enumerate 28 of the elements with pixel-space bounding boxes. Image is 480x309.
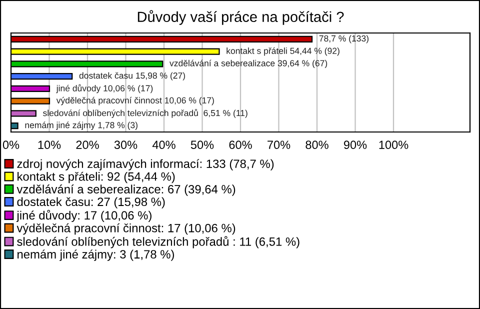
legend-label: nemám jiné zájmy: 3 (1,78 %) [18, 250, 174, 261]
data-label: výdělečná pracovní činnost 10,06 % (17) [56, 96, 214, 106]
legend-label: kontakt s přáteli: 92 (54,44 %) [18, 172, 175, 184]
x-tick-label: 90% [344, 140, 367, 150]
legend-label: jiné důvody: 17 (10,06 %) [16, 210, 152, 222]
data-label: dostatek času 15,98 % (27) [79, 72, 185, 80]
data-label: kontakt s přáteli 54,44 % (92) [226, 47, 340, 56]
x-tick-label: 10% [38, 140, 61, 150]
x-tick-label: 70% [268, 140, 290, 150]
legend-label: vzdělávání a seberealizace: 67 (39,64 %) [16, 184, 236, 196]
x-tick-label: 30% [114, 140, 138, 150]
x-tick-label: 60% [229, 140, 252, 150]
x-tick-label: 0% [2, 140, 20, 150]
data-label: sledování oblíbených televizních pořadů 6,51 % (11) [43, 109, 248, 118]
data-label: vzdělávání a seberealizace 39,64 % (67) [170, 60, 328, 68]
x-tick-label: 100% [379, 140, 408, 150]
x-tick-label: 40% [152, 140, 176, 150]
data-label: 78,7 % (133) [319, 35, 368, 44]
legend-label: dostatek času: 27 (15,98 %) [17, 197, 165, 208]
x-tick-label: 20% [76, 140, 99, 150]
data-label: jiné důvody 10,06 % (17) [56, 84, 153, 94]
chart-title: Důvody vaší práce na počítači ? [138, 10, 344, 25]
legend-label: výdělečná pracovní činnost: 17 (10,06 %) [16, 223, 236, 235]
x-tick-label: 80% [306, 140, 328, 150]
data-label: nemám jiné zájmy 1,78 % (3) [25, 122, 138, 130]
legend-label: zdroj nových zajímavých informací: 133 (78,7 %) [17, 159, 274, 170]
x-tick-label: 50% [190, 140, 214, 150]
legend-label: sledování oblíbených televizních pořadů : 11 (6,51 %) [17, 236, 300, 248]
